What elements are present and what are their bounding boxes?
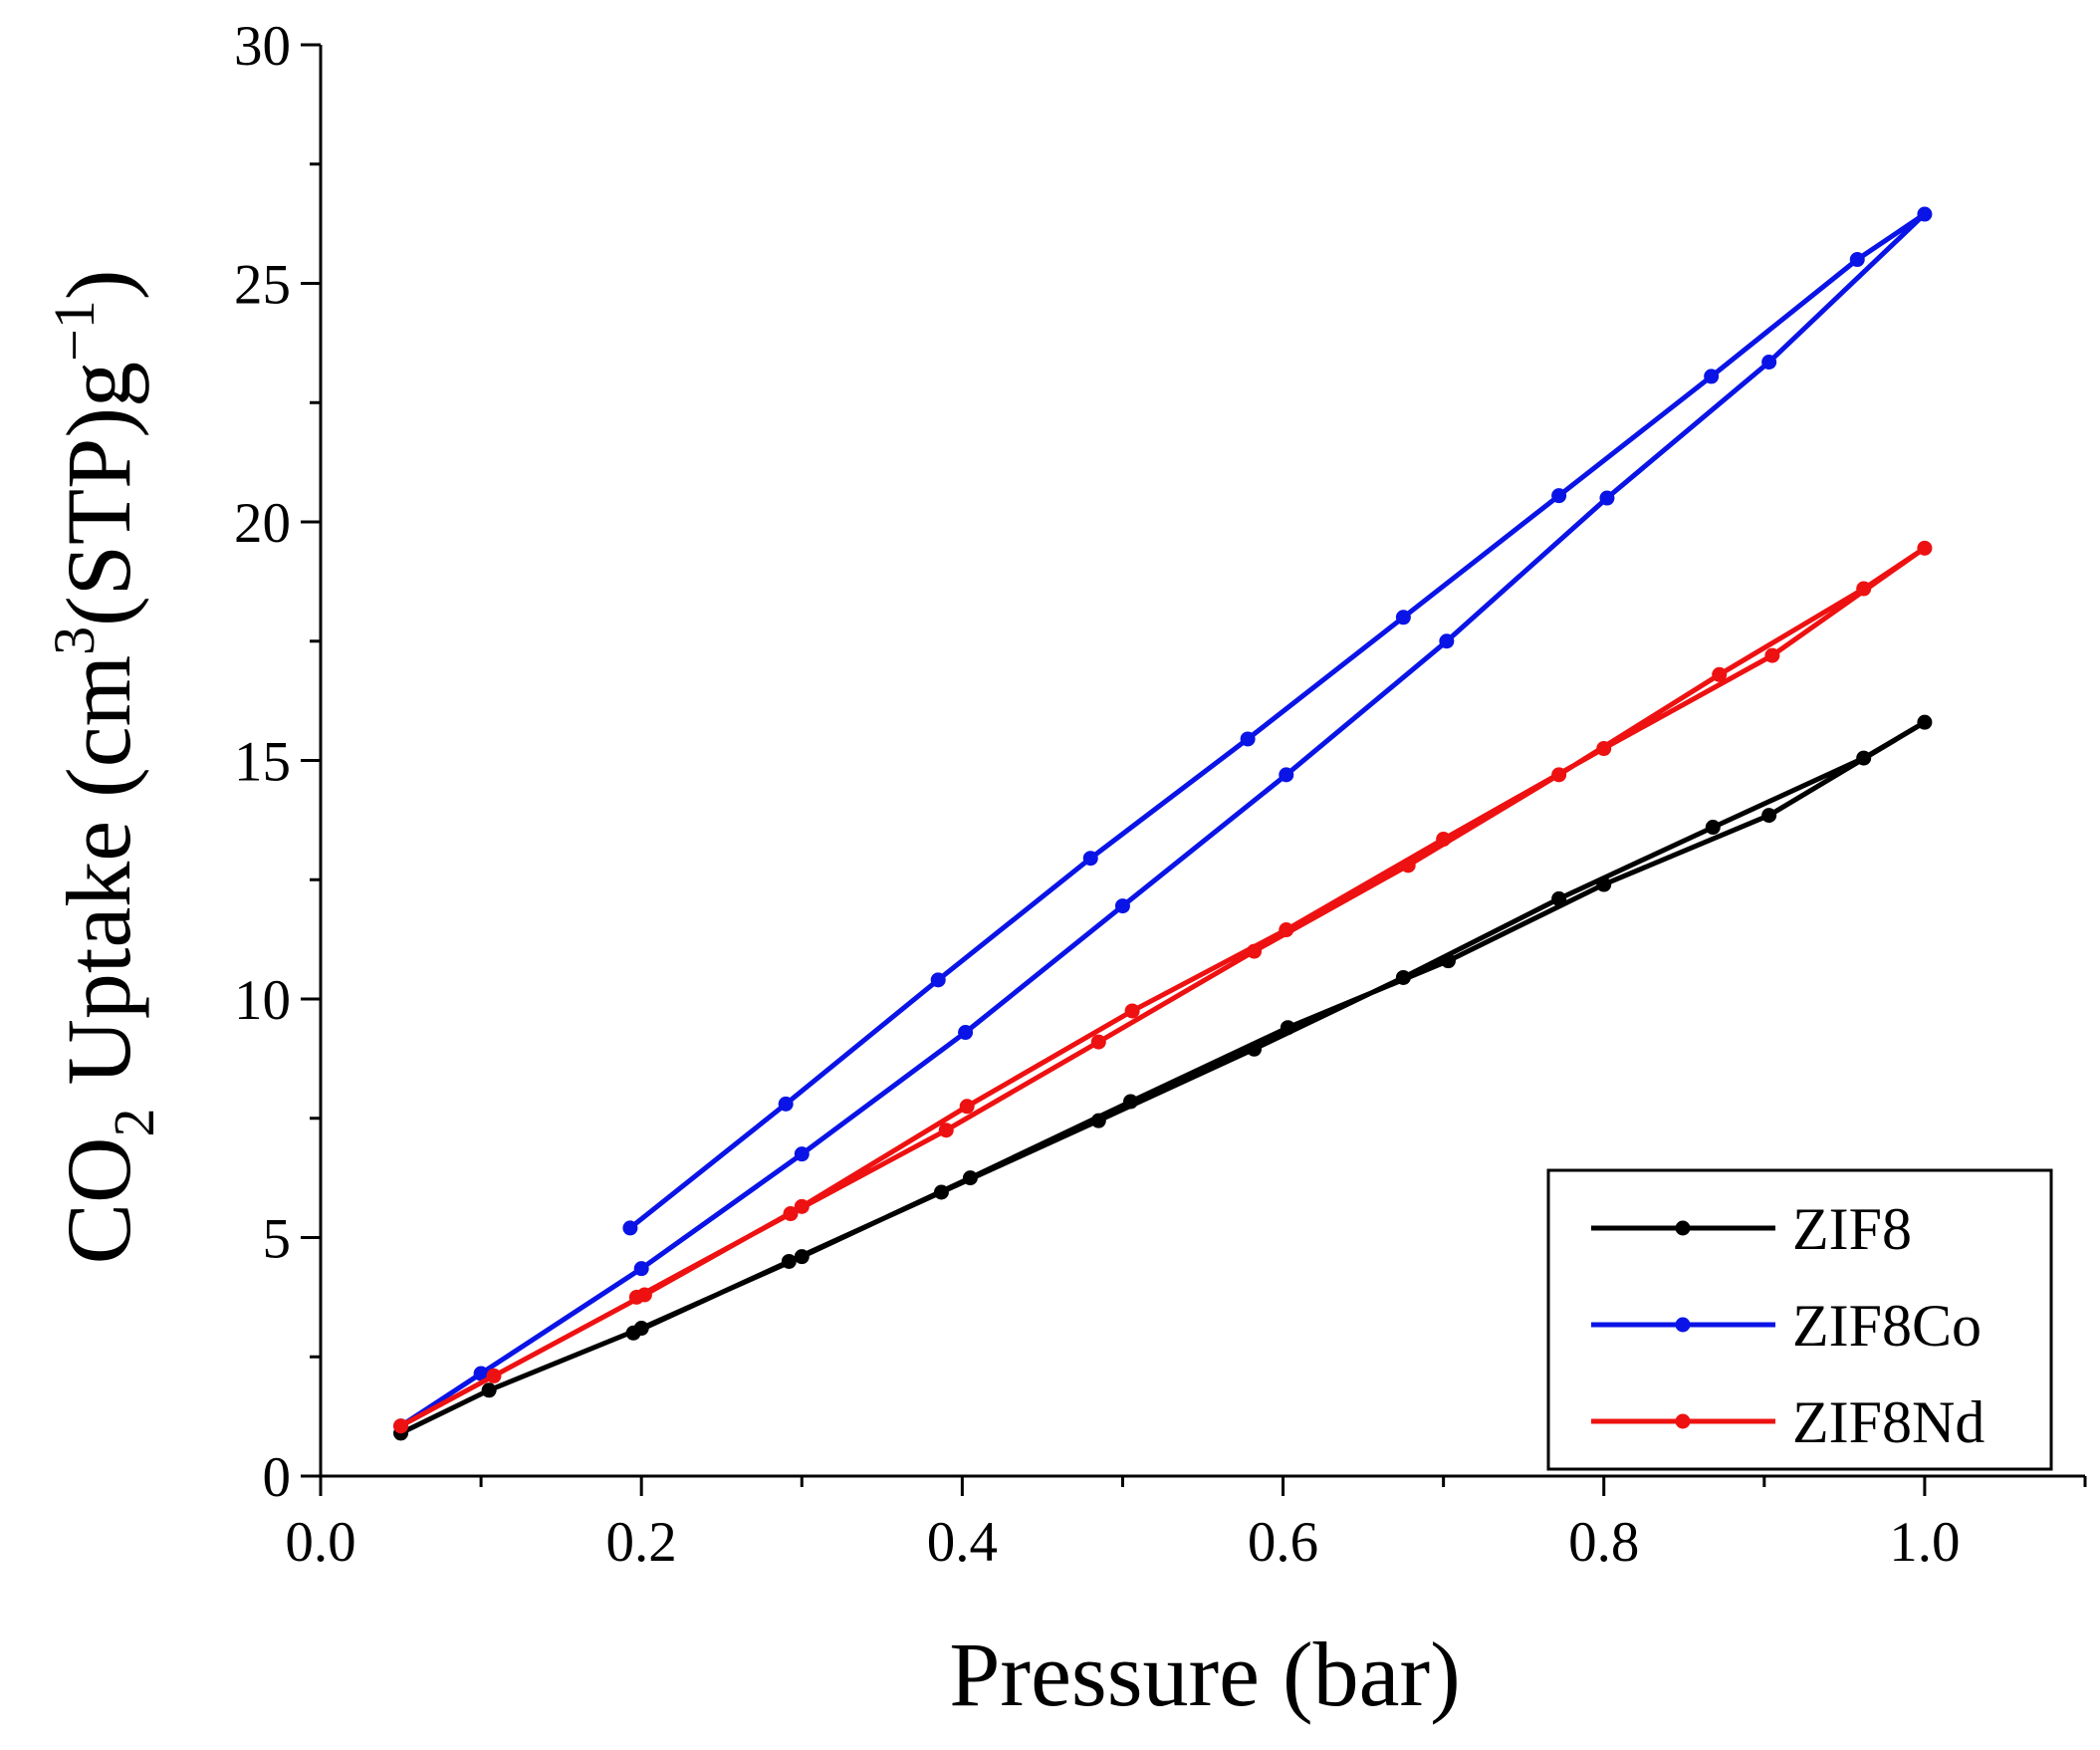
y-axis-title-middle-2: (STP)g (48, 362, 149, 626)
data-point-zif8co (633, 1261, 649, 1277)
data-point-zif8 (933, 1184, 949, 1200)
data-point-zif8nd (959, 1099, 975, 1115)
data-point-zif8nd (1856, 581, 1872, 597)
y-axis-title: CO2 Uptake (cm3(STP)g−1) (42, 270, 166, 1265)
data-point-zif8nd (1124, 1003, 1140, 1019)
y-tick-label: 10 (234, 969, 291, 1032)
data-point-zif8 (794, 1249, 810, 1265)
series-zif8 (393, 714, 1933, 1441)
y-tick-label: 0 (263, 1446, 292, 1509)
data-point-zif8co (1917, 206, 1933, 222)
series-layer (393, 206, 1933, 1441)
legend-label-zif8nd: ZIF8Nd (1792, 1389, 1984, 1455)
x-tick-label: 0.4 (927, 1511, 998, 1574)
x-tick-label: 0.2 (606, 1511, 677, 1574)
data-point-zif8 (1247, 1041, 1263, 1057)
legend-marker-zif8co (1675, 1317, 1691, 1333)
data-point-zif8 (1705, 820, 1721, 836)
data-point-zif8 (1123, 1094, 1139, 1110)
data-point-zif8 (1395, 969, 1411, 985)
y-axis-title-superscript-2: −1 (42, 300, 107, 362)
legend-marker-zif8 (1675, 1220, 1691, 1236)
data-point-zif8nd (1247, 943, 1263, 959)
data-point-zif8nd (1712, 666, 1728, 682)
data-point-zif8nd (783, 1206, 799, 1222)
data-point-zif8co (622, 1220, 638, 1236)
data-point-zif8co (930, 972, 946, 988)
y-tick-label: 5 (263, 1208, 292, 1271)
x-axis-title: Pressure (bar) (949, 1624, 1460, 1725)
data-point-zif8co (473, 1366, 489, 1381)
x-tick-label: 0.8 (1568, 1511, 1639, 1574)
data-point-zif8co (1240, 731, 1256, 747)
series-line-zif8 (399, 719, 1928, 1436)
data-point-zif8 (625, 1325, 641, 1341)
legend-item-zif8: ZIF8 (1591, 1196, 1912, 1262)
legend-item-zif8nd: ZIF8Nd (1591, 1389, 1984, 1455)
data-point-zif8nd (794, 1198, 810, 1214)
data-point-zif8 (1917, 714, 1933, 730)
data-point-zif8 (1440, 953, 1456, 969)
data-point-zif8 (1761, 808, 1777, 824)
data-point-zif8co (1599, 490, 1615, 506)
data-point-zif8co (1761, 355, 1777, 371)
y-axis-title-subscript: 2 (102, 1109, 166, 1137)
data-point-zif8co (794, 1146, 810, 1162)
y-axis-ticks: 0 5 10 15 20 25 30 (234, 15, 321, 1509)
data-point-zif8co (1704, 369, 1720, 384)
y-tick-label: 20 (234, 492, 291, 555)
series-line-zif8co (399, 211, 1928, 1428)
x-tick-label: 0.0 (285, 1511, 355, 1574)
data-point-zif8co (778, 1096, 794, 1112)
legend-label-zif8co: ZIF8Co (1792, 1293, 1982, 1359)
data-point-zif8 (1280, 1020, 1295, 1036)
legend: ZIF8 ZIF8Co ZIF8Nd (1546, 1168, 2053, 1471)
data-point-zif8co (1849, 252, 1865, 268)
x-tick-label: 0.6 (1248, 1511, 1318, 1574)
data-point-zif8 (481, 1382, 497, 1398)
data-point-zif8co (1082, 851, 1098, 867)
data-point-zif8nd (1596, 741, 1612, 757)
x-tick-label: 1.0 (1889, 1511, 1960, 1574)
data-point-zif8co (958, 1025, 974, 1041)
data-point-zif8nd (1551, 767, 1567, 783)
data-point-zif8 (1090, 1113, 1106, 1128)
data-point-zif8 (1551, 890, 1567, 906)
y-tick-label: 15 (234, 731, 291, 794)
data-point-zif8nd (393, 1418, 409, 1434)
data-point-zif8co (1279, 767, 1294, 783)
y-axis-title-prefix: CO (48, 1137, 149, 1265)
series-zif8nd (393, 540, 1933, 1434)
data-point-zif8nd (1400, 858, 1416, 874)
data-point-zif8co (1395, 610, 1411, 625)
legend-label-zif8: ZIF8 (1792, 1196, 1912, 1262)
data-point-zif8nd (486, 1368, 502, 1383)
legend-item-zif8co: ZIF8Co (1591, 1293, 1982, 1359)
series-line-zif8nd (399, 545, 1928, 1428)
y-tick-label: 25 (234, 254, 291, 317)
data-point-zif8 (1856, 750, 1872, 766)
data-point-zif8 (1596, 876, 1612, 892)
data-point-zif8nd (628, 1289, 644, 1305)
y-axis-title-middle: Uptake (cm (48, 655, 149, 1109)
data-point-zif8 (781, 1253, 797, 1269)
legend-marker-zif8nd (1675, 1413, 1691, 1429)
data-point-zif8 (962, 1170, 978, 1186)
series-zif8co (393, 206, 1933, 1434)
data-point-zif8co (1114, 898, 1130, 914)
y-tick-label: 30 (234, 15, 291, 78)
data-point-zif8nd (938, 1123, 954, 1138)
y-axis-title-suffix: ) (48, 270, 149, 301)
legend-items: ZIF8 ZIF8Co ZIF8Nd (1591, 1196, 1984, 1455)
data-point-zif8nd (1090, 1034, 1106, 1050)
data-point-zif8nd (1764, 647, 1780, 663)
data-point-zif8nd (1279, 922, 1294, 938)
data-point-zif8co (1439, 633, 1455, 649)
data-point-zif8nd (1436, 832, 1452, 848)
y-axis-title-superscript-1: 3 (42, 626, 107, 655)
x-axis-ticks: 0.0 0.2 0.4 0.6 0.8 1.0 (285, 1476, 2087, 1574)
data-point-zif8co (1551, 488, 1567, 504)
data-point-zif8nd (1917, 540, 1933, 556)
